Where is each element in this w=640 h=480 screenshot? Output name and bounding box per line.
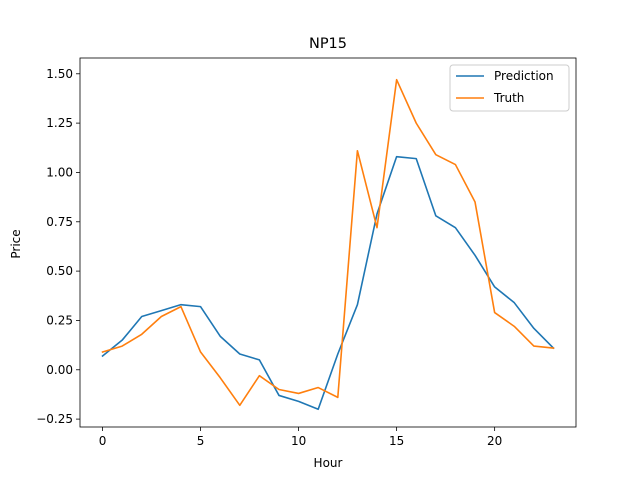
x-tick-label: 5 [197,434,205,448]
x-tick-label: 0 [99,434,107,448]
x-tick-label: 10 [291,434,306,448]
series-line-prediction [101,155,555,411]
chart-title: NP15 [309,36,347,52]
y-axis-title: Price [9,229,23,258]
y-tick-label: −0.25 [36,412,73,426]
x-axis-title: Hour [314,456,343,470]
plot-frame [79,57,577,428]
y-tick-label: 1.25 [46,116,73,130]
y-tick-label: 1.00 [46,165,73,179]
x-tick-label: 20 [487,434,502,448]
y-tick-label: 1.50 [46,67,73,81]
legend-label-prediction: Prediction [494,69,554,83]
y-tick-label: 0.25 [46,313,73,327]
y-tick-label: 0.50 [46,264,73,278]
series-line-truth [101,78,555,407]
legend-label-truth: Truth [493,91,524,105]
y-tick-label: 0.75 [46,215,73,229]
x-tick-label: 15 [389,434,404,448]
y-tick-label: 0.00 [46,363,73,377]
